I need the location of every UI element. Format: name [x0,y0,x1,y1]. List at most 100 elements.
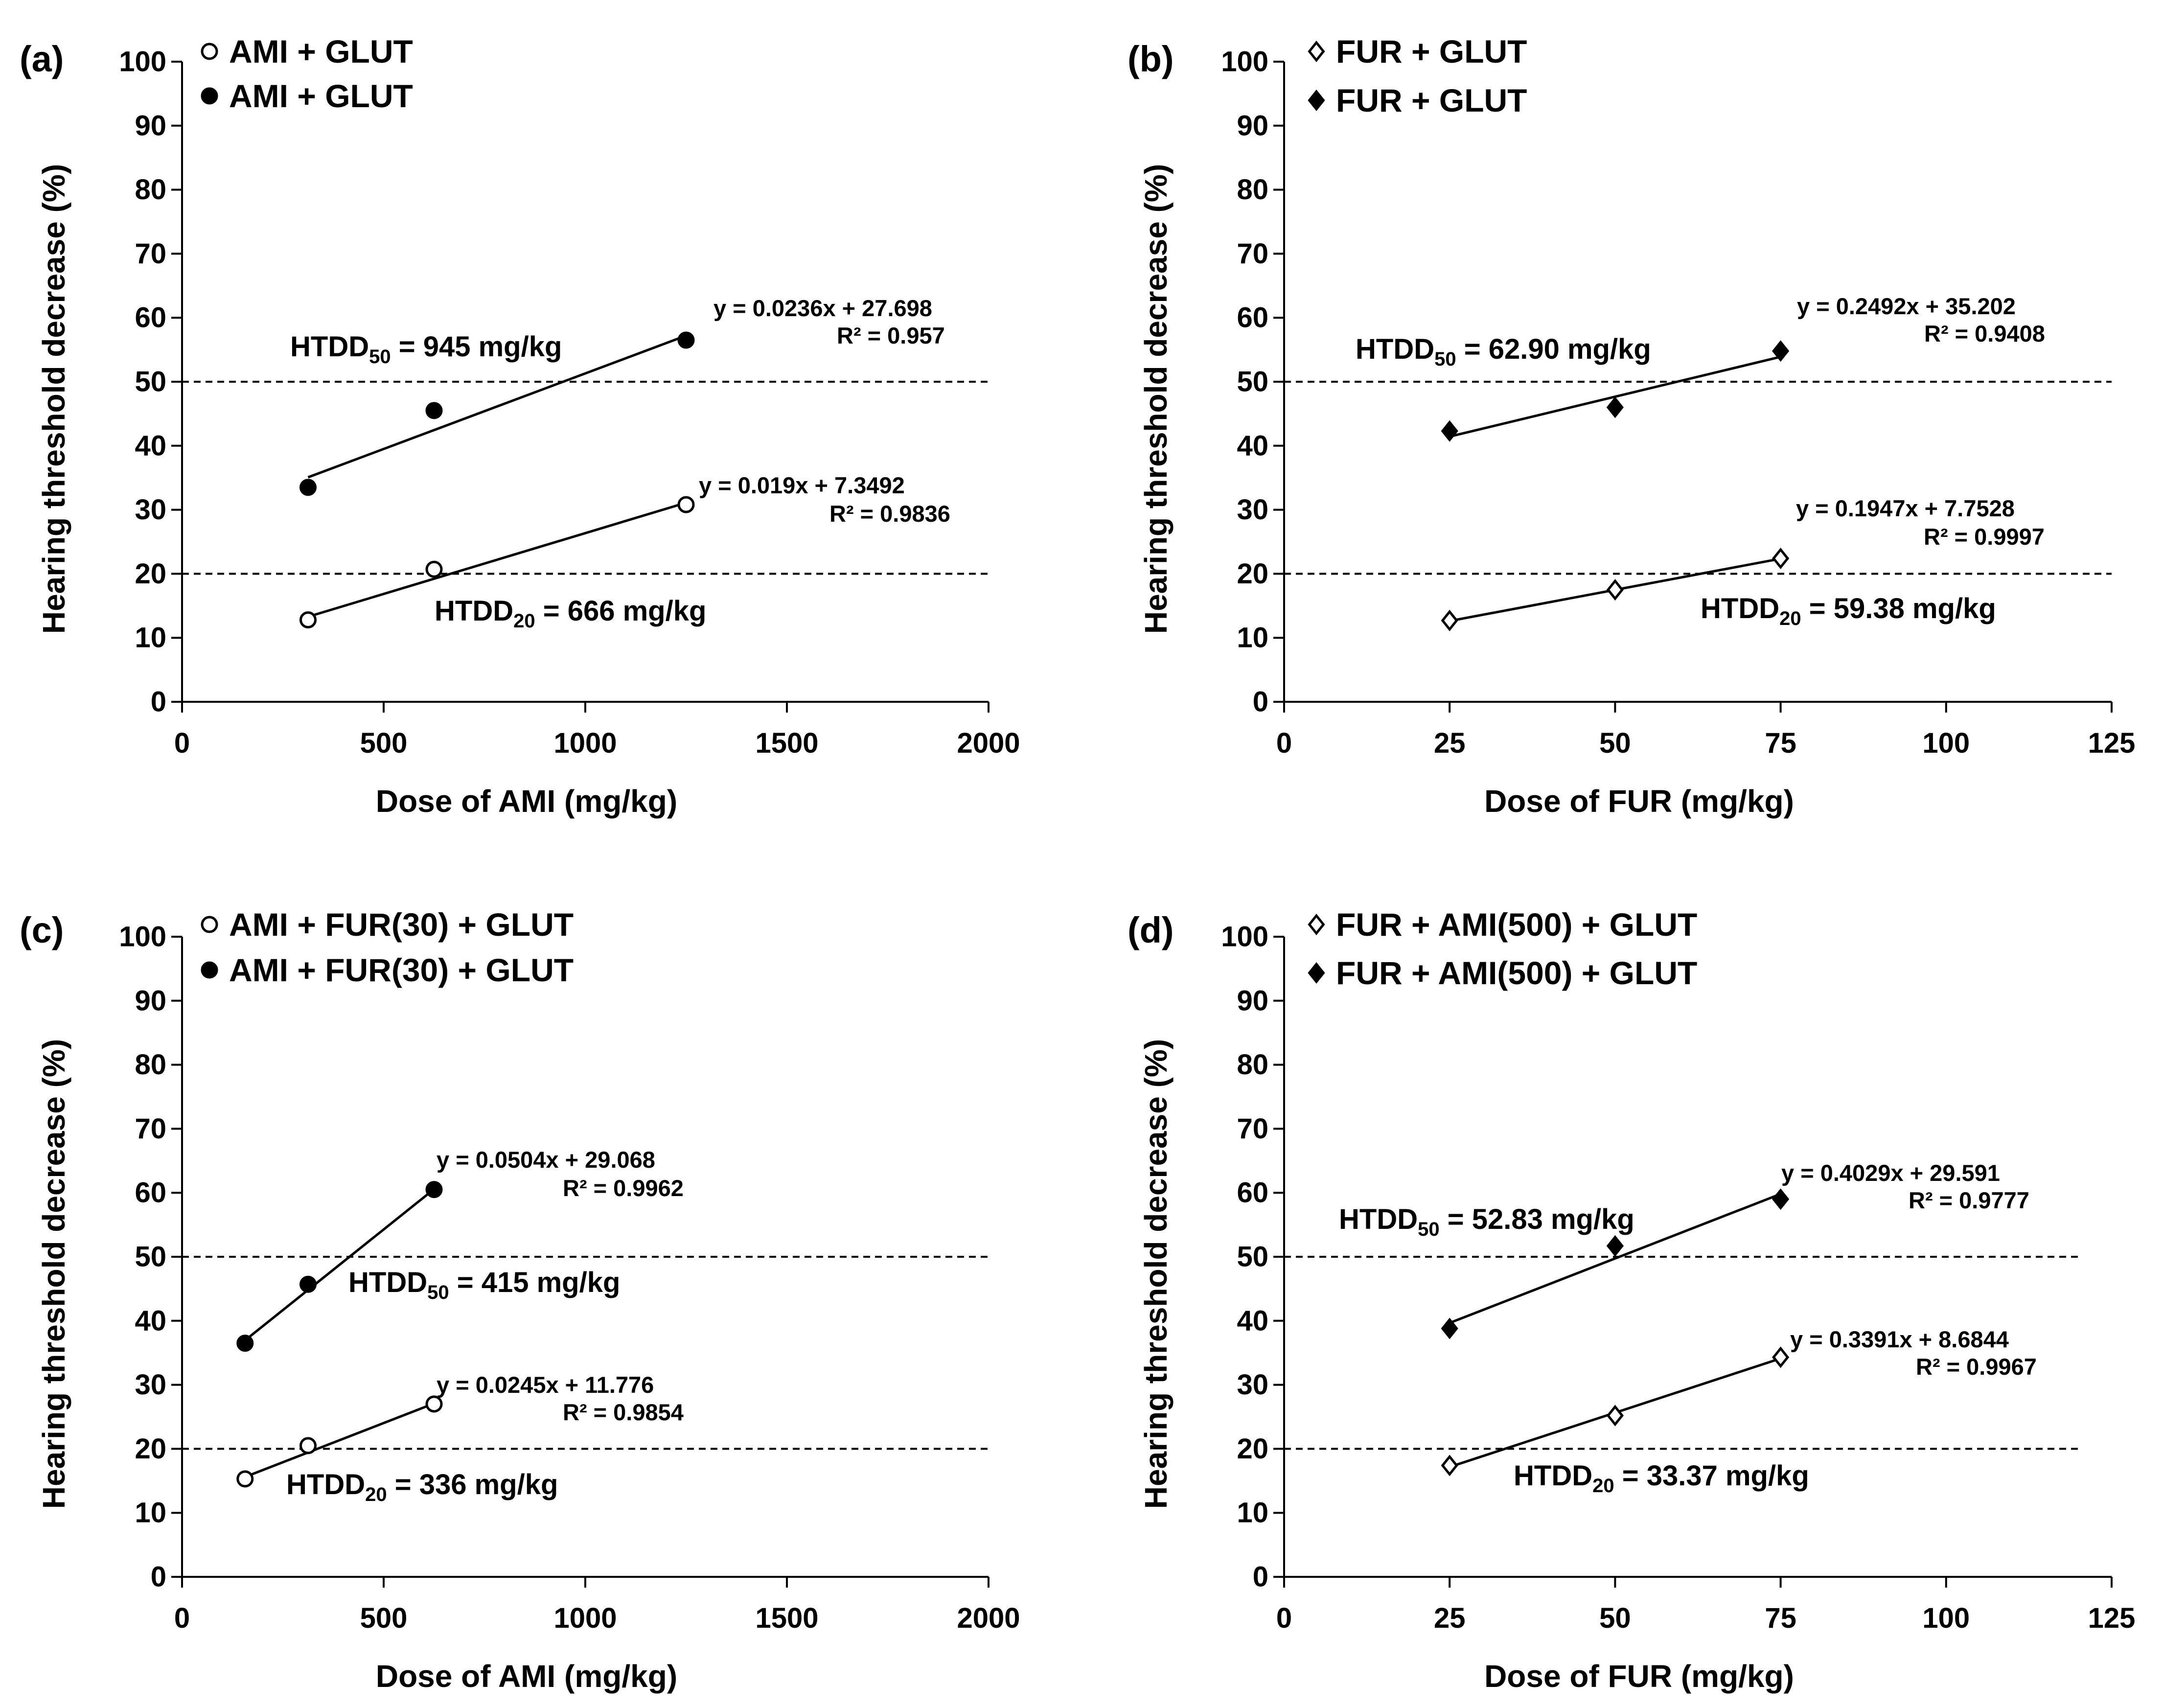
y-tick-label: 40 [135,430,166,462]
trend-equation: y = 0.019x + 7.3492 [699,472,905,498]
y-tick-label: 20 [135,1433,166,1465]
y-tick-label: 70 [1237,238,1268,270]
htdd-prefix: HTDD [348,1267,427,1298]
trend-r2: R² = 0.957 [837,323,945,348]
htdd-value: = 52.83 mg/kg [1440,1203,1634,1235]
trend-equation: y = 0.0504x + 29.068 [437,1147,655,1173]
htdd-value: = 59.38 mg/kg [1801,593,1996,624]
y-tick-label: 100 [1221,46,1268,78]
trendline-open-circle [307,501,687,618]
y-tick-label: 80 [135,1049,166,1081]
legend-label: AMI + FUR(30) + GLUT [229,952,574,988]
y-tick-label: 70 [135,1113,166,1145]
legend-label: FUR + AMI(500) + GLUT [1336,906,1697,943]
trend-equation: y = 0.2492x + 35.202 [1797,293,2016,319]
htdd-prefix: HTDD [1514,1460,1592,1492]
y-axis-title: Hearing threshold decrease (%) [36,164,71,634]
htdd-prefix: HTDD [286,1469,365,1500]
htdd-subscript: 50 [369,346,391,368]
data-point-open-diamond [1772,1346,1790,1368]
trend-r2: R² = 0.9777 [1909,1187,2029,1213]
x-tick-label: 1000 [553,1602,617,1634]
y-tick-label: 30 [135,494,166,526]
x-tick-label: 50 [1599,727,1631,759]
trend-equation: y = 0.0236x + 27.698 [713,295,932,321]
x-tick-label: 50 [1599,1602,1631,1634]
x-tick-label: 0 [174,727,190,759]
htdd-annotation: HTDD20 = 59.38 mg/kg [1701,593,1996,629]
y-tick-label: 90 [135,985,166,1016]
trendline-filled-diamond [1449,1193,1781,1324]
data-point-filled-diamond [1772,340,1790,362]
htdd-subscript: 50 [427,1282,449,1303]
trend-r2: R² = 0.9854 [563,1399,684,1425]
y-tick-label: 60 [135,302,166,334]
trendline-filled-circle [307,334,687,479]
trend-equation: y = 0.4029x + 29.591 [1781,1160,2000,1186]
legend-marker-open-circle [201,43,218,60]
y-tick-label: 30 [1237,1369,1268,1401]
data-point-open-circle [299,611,317,629]
data-point-filled-diamond [1441,420,1458,442]
htdd-annotation: HTDD50 = 52.83 mg/kg [1339,1203,1634,1240]
x-axis-title: Dose of FUR (mg/kg) [1484,784,1794,819]
htdd-prefix: HTDD [435,595,513,627]
htdd-annotation: HTDD20 = 33.37 mg/kg [1514,1460,1809,1497]
x-tick-label: 1500 [755,727,818,759]
x-tick-label: 100 [1922,1602,1970,1634]
htdd-subscript: 20 [513,610,535,632]
data-point-filled-diamond [1441,1317,1458,1339]
legend-label: FUR + GLUT [1336,82,1527,118]
x-axis-title: Dose of AMI (mg/kg) [376,784,677,819]
y-tick-label: 50 [1237,1241,1268,1273]
data-point-open-circle [425,1395,443,1413]
y-tick-label: 40 [1237,1305,1268,1337]
htdd-value: = 666 mg/kg [535,595,707,627]
x-tick-label: 75 [1765,727,1796,759]
x-tick-label: 500 [360,727,408,759]
y-tick-label: 30 [1237,494,1268,526]
y-tick-label: 50 [135,1241,166,1273]
data-point-open-circle [236,1470,254,1488]
data-point-open-diamond [1606,1405,1624,1427]
x-tick-label: 500 [360,1602,408,1634]
panel-label: (c) [20,910,64,950]
data-point-open-circle [299,1437,317,1454]
y-tick-label: 0 [151,1561,166,1593]
trend-r2: R² = 0.9967 [1916,1354,2037,1380]
htdd-annotation: HTDD20 = 336 mg/kg [286,1469,558,1505]
htdd-annotation: HTDD50 = 945 mg/kg [290,331,562,368]
data-point-open-diamond [1772,548,1790,570]
y-tick-label: 20 [135,558,166,590]
y-tick-label: 10 [135,622,166,654]
htdd-value: = 336 mg/kg [387,1469,558,1500]
htdd-subscript: 50 [1418,1219,1440,1240]
y-tick-label: 80 [1237,174,1268,206]
x-axis-title: Dose of FUR (mg/kg) [1484,1659,1794,1694]
trend-equation: y = 0.1947x + 7.7528 [1796,495,2015,521]
trendline-filled-circle [244,1188,435,1341]
legend-marker-filled-diamond [1308,962,1325,984]
x-tick-label: 0 [174,1602,190,1634]
y-tick-label: 10 [1237,622,1268,654]
y-tick-label: 60 [135,1177,166,1209]
legend-marker-open-diamond [1308,913,1325,936]
y-tick-label: 100 [119,921,166,953]
legend-marker-open-diamond [1308,40,1325,63]
trend-equation: y = 0.3391x + 8.6844 [1790,1326,2009,1352]
htdd-prefix: HTDD [290,331,369,363]
htdd-annotation: HTDD20 = 666 mg/kg [435,595,706,632]
chart-panel-2: 0 10 20 30 40 50 60 70 80 90 100 0 25 50 75 100 125 Dose … [1128,33,2135,819]
trend-equation: y = 0.0245x + 11.776 [437,1372,654,1398]
legend-label: FUR + AMI(500) + GLUT [1336,955,1697,991]
x-tick-label: 25 [1434,1602,1466,1634]
x-tick-label: 1000 [553,727,617,759]
y-axis-title: Hearing threshold decrease (%) [36,1039,71,1509]
y-tick-label: 10 [1237,1497,1268,1529]
trend-r2: R² = 0.9836 [829,501,950,527]
y-tick-label: 30 [135,1369,166,1401]
data-point-filled-circle [299,1275,317,1293]
legend-label: AMI + GLUT [229,78,413,114]
y-tick-label: 0 [1253,686,1268,718]
